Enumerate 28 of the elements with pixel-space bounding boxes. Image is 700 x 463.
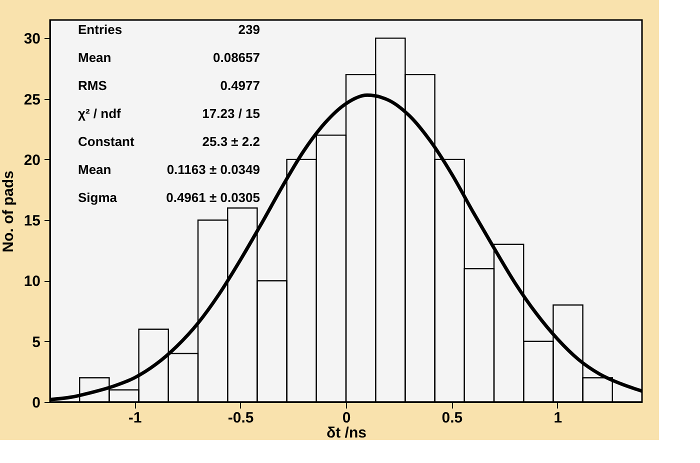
y-axis-title: No. of pads xyxy=(0,170,17,252)
annotation: Sigma xyxy=(78,190,118,205)
y-tick-label: 5 xyxy=(32,334,40,351)
annotation: χ² / ndf xyxy=(78,106,122,121)
x-tick-label: 0.5 xyxy=(442,410,463,426)
annotation: 0.08657 xyxy=(213,50,260,65)
annotation: Constant xyxy=(78,134,135,149)
annotation: 0.4961 ± 0.0305 xyxy=(166,190,260,205)
annotation: Mean xyxy=(78,162,112,177)
annotation: Entries xyxy=(78,22,122,37)
y-tick-label: 25 xyxy=(24,91,40,108)
y-tick-label: 20 xyxy=(24,152,40,169)
x-tick-label: -1 xyxy=(128,410,142,426)
x-tick-label: 0 xyxy=(342,410,351,426)
y-tick-label: 15 xyxy=(24,212,40,230)
x-tick-label: 1 xyxy=(554,410,562,426)
annotation: RMS xyxy=(78,78,108,93)
annotation: 0.4977 xyxy=(220,78,260,93)
x-axis-title: δt /ns xyxy=(326,424,366,442)
annotation: 0.1163 ± 0.0349 xyxy=(166,162,260,177)
annotation: Mean xyxy=(78,50,112,65)
annotation: 25.3 ± 2.2 xyxy=(202,134,260,149)
annotation: 17.23 / 15 xyxy=(202,106,260,121)
y-tick-label: 10 xyxy=(24,273,40,290)
annotation: 239 xyxy=(238,22,260,37)
x-tick-label: -0.5 xyxy=(228,410,254,426)
y-tick-label: 30 xyxy=(24,30,40,48)
y-tick-label: 0 xyxy=(32,394,40,412)
